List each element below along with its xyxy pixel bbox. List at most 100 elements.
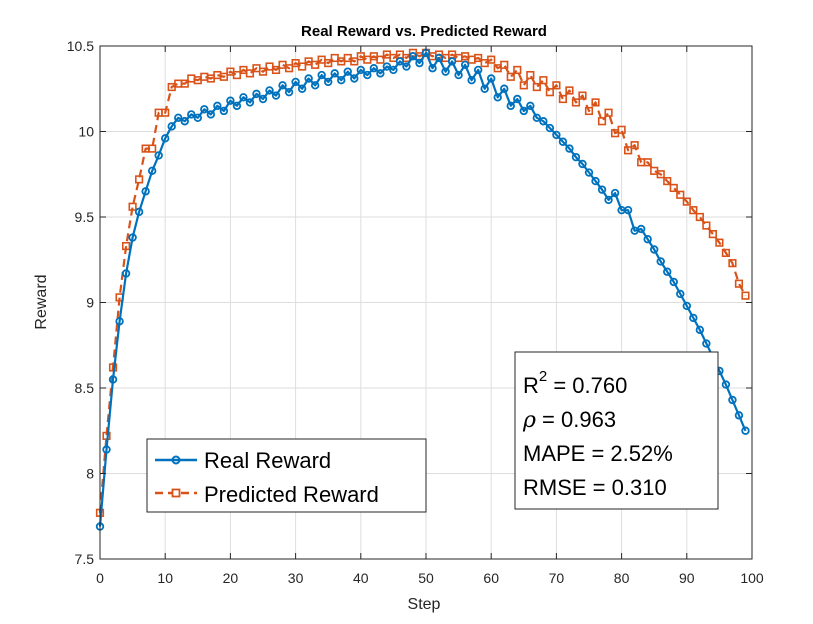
real-reward-point: [610, 188, 620, 198]
real-reward-point: [721, 380, 731, 389]
real-reward-point: [676, 289, 685, 299]
predicted-reward-point: [128, 202, 137, 211]
real-reward-point: [695, 325, 705, 335]
x-axis-title: Step: [408, 596, 441, 613]
real-reward-point: [174, 113, 183, 123]
predicted-reward-point: [558, 94, 568, 104]
real-reward-point: [147, 166, 157, 176]
real-reward-point: [558, 137, 568, 146]
x-tick-label: 60: [483, 570, 499, 586]
real-reward-point: [552, 130, 561, 140]
real-reward-point: [317, 70, 326, 80]
x-tick-label: 80: [614, 570, 630, 586]
predicted-reward-point: [545, 88, 554, 97]
real-reward-point: [343, 67, 352, 76]
stats-r2-exponent: 2: [539, 368, 547, 385]
real-reward-point: [467, 75, 476, 85]
predicted-reward-point: [663, 176, 672, 186]
x-tick-label: 10: [157, 570, 173, 586]
predicted-reward-point: [741, 291, 750, 300]
real-reward-point: [702, 339, 711, 348]
predicted-reward-point: [500, 60, 509, 69]
predicted-reward-point: [513, 65, 522, 75]
predicted-reward-point: [121, 241, 131, 251]
real-reward-point: [350, 74, 359, 83]
real-reward-point: [278, 81, 287, 90]
predicted-reward-point: [180, 79, 189, 88]
predicted-reward-point: [526, 70, 535, 80]
real-reward-point: [532, 113, 542, 123]
x-tick-label: 20: [223, 570, 239, 586]
y-tick-label: 9.5: [75, 209, 95, 225]
stats-rmse: RMSE = 0.310: [523, 475, 667, 500]
real-reward-point: [434, 53, 444, 63]
legend-box: [146, 438, 427, 513]
real-reward-point: [258, 94, 268, 104]
real-reward-point: [545, 123, 555, 133]
legend: Real Reward Predicted Reward: [146, 438, 427, 513]
predicted-reward-point: [258, 67, 268, 76]
axis-ticks: 0 10 20 30 40 50 60 70 80 90 100 7.5 8 8.5 9 9.5 10 10.5: [67, 38, 764, 586]
y-axis-title: Reward: [33, 274, 50, 329]
real-reward-point: [741, 426, 750, 435]
real-reward-point: [428, 64, 437, 73]
real-reward-point: [597, 185, 607, 194]
real-reward-point: [493, 93, 502, 102]
real-reward-point: [643, 235, 652, 244]
real-reward-point: [200, 105, 209, 114]
real-reward-point: [304, 74, 313, 83]
real-reward-point: [395, 57, 405, 66]
real-reward-point: [121, 269, 131, 278]
real-reward-point: [539, 117, 548, 126]
real-reward-point: [115, 317, 124, 326]
real-reward-point: [656, 257, 665, 266]
real-reward-point: [513, 94, 522, 104]
predicted-reward-point: [682, 197, 691, 206]
stats-box: R2 = 0.760 ρ = 0.963 MAPE = 2.52% RMSE =…: [514, 351, 719, 510]
predicted-reward-point: [656, 170, 665, 179]
predicted-reward-point: [565, 86, 574, 95]
x-tick-label: 40: [353, 570, 369, 586]
legend-real-marker: [171, 455, 181, 465]
real-reward-point: [650, 245, 659, 254]
real-reward-point: [291, 77, 300, 87]
real-reward-point: [376, 69, 385, 78]
real-reward-point: [454, 70, 463, 80]
predicted-reward-point: [604, 108, 613, 117]
predicted-reward-point: [578, 91, 587, 100]
y-tick-label: 10.5: [67, 38, 94, 54]
real-reward-point: [239, 93, 248, 102]
predicted-reward-point: [532, 82, 541, 92]
predicted-reward-point: [702, 221, 711, 230]
real-reward-point: [213, 101, 222, 111]
real-reward-point: [337, 75, 346, 85]
real-reward-point: [441, 67, 450, 76]
predicted-reward-point: [552, 81, 561, 90]
real-reward-point: [134, 207, 144, 217]
legend-predicted-label: Predicted Reward: [204, 482, 379, 507]
predicted-reward-point: [506, 72, 515, 81]
real-reward-point: [324, 77, 333, 87]
predicted-reward-point: [474, 53, 483, 63]
predicted-reward-point: [695, 212, 704, 222]
real-reward-point: [519, 106, 528, 116]
real-reward-point: [415, 58, 424, 68]
real-reward-point: [734, 411, 744, 420]
series-layer: [95, 48, 750, 531]
real-reward-point: [252, 89, 261, 99]
x-tick-label: 0: [96, 570, 104, 586]
predicted-reward-point: [324, 58, 333, 68]
predicted-reward-point: [624, 146, 633, 155]
predicted-reward-point: [689, 206, 698, 215]
real-reward-point: [565, 144, 574, 153]
real-reward-point: [584, 168, 594, 177]
real-reward-point: [480, 84, 489, 93]
predicted-reward-point: [617, 125, 626, 134]
real-reward-point: [506, 101, 515, 111]
real-reward-point: [460, 60, 470, 70]
real-reward-point: [187, 110, 196, 119]
predicted-reward-point: [284, 64, 294, 73]
real-reward-point: [408, 52, 418, 61]
x-tick-label: 30: [288, 570, 304, 586]
predicted-reward-point: [350, 57, 359, 66]
